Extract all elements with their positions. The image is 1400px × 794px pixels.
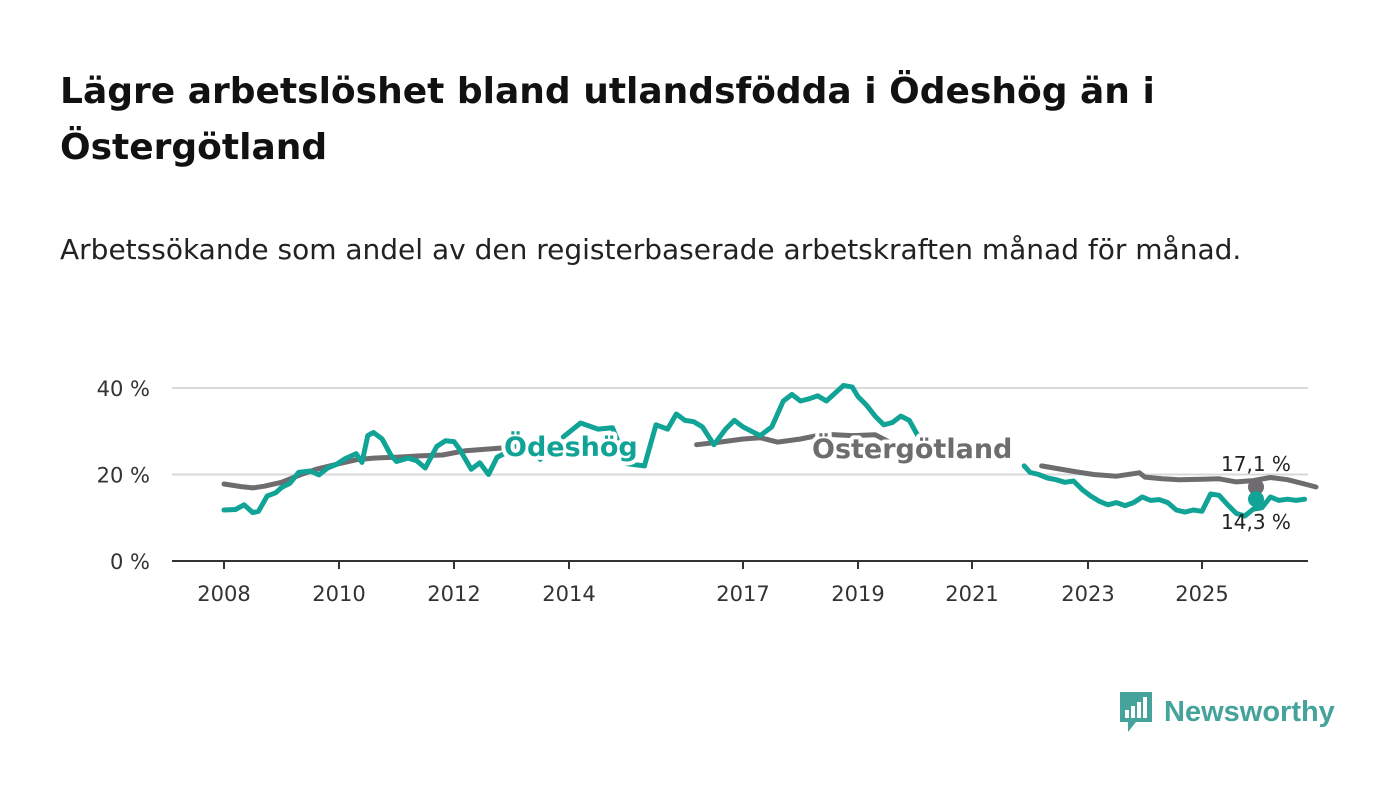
x-tick-label: 2025	[1175, 582, 1228, 606]
end-point-ostergotland	[1248, 479, 1264, 496]
end-point-odeshog	[1248, 491, 1264, 508]
brand-logo[interactable]: Newsworthy	[1118, 690, 1335, 734]
x-tick-label: 2019	[831, 582, 884, 606]
y-tick-label: 20 %	[97, 464, 150, 488]
chart-subtitle: Arbetssökande som andel av den registerb…	[60, 233, 1242, 266]
x-tick-label: 2012	[427, 582, 480, 606]
brand-name: Newsworthy	[1164, 695, 1335, 728]
series-label-odeshog: Ödeshög	[504, 430, 638, 463]
series-line-ostergotland	[1039, 463, 1319, 490]
series-line-odeshog	[1021, 463, 1308, 519]
x-tick-label: 2017	[716, 582, 769, 606]
bar-chart-speech-bubble-icon	[1120, 692, 1152, 732]
series-line-odeshog	[221, 430, 549, 516]
x-tick-label: 2010	[312, 582, 365, 606]
chart-title: Lägre arbetslöshet bland utlandsfödda i …	[60, 71, 1155, 168]
y-tick-label: 0 %	[110, 550, 150, 574]
x-tick-label: 2014	[542, 582, 595, 606]
series-line-odeshog	[560, 420, 647, 469]
y-tick-label: 40 %	[97, 377, 150, 401]
series-label-ostergotland: Östergötland	[812, 432, 1012, 465]
end-label-odeshog: 14,3 %	[1221, 510, 1291, 534]
x-tick-label: 2008	[197, 582, 250, 606]
x-tick-label: 2021	[945, 582, 998, 606]
x-tick-label: 2023	[1061, 582, 1114, 606]
end-label-ostergotland: 17,1 %	[1221, 452, 1291, 476]
series-line-odeshog	[641, 382, 921, 469]
series-line-ostergotland	[694, 431, 892, 448]
